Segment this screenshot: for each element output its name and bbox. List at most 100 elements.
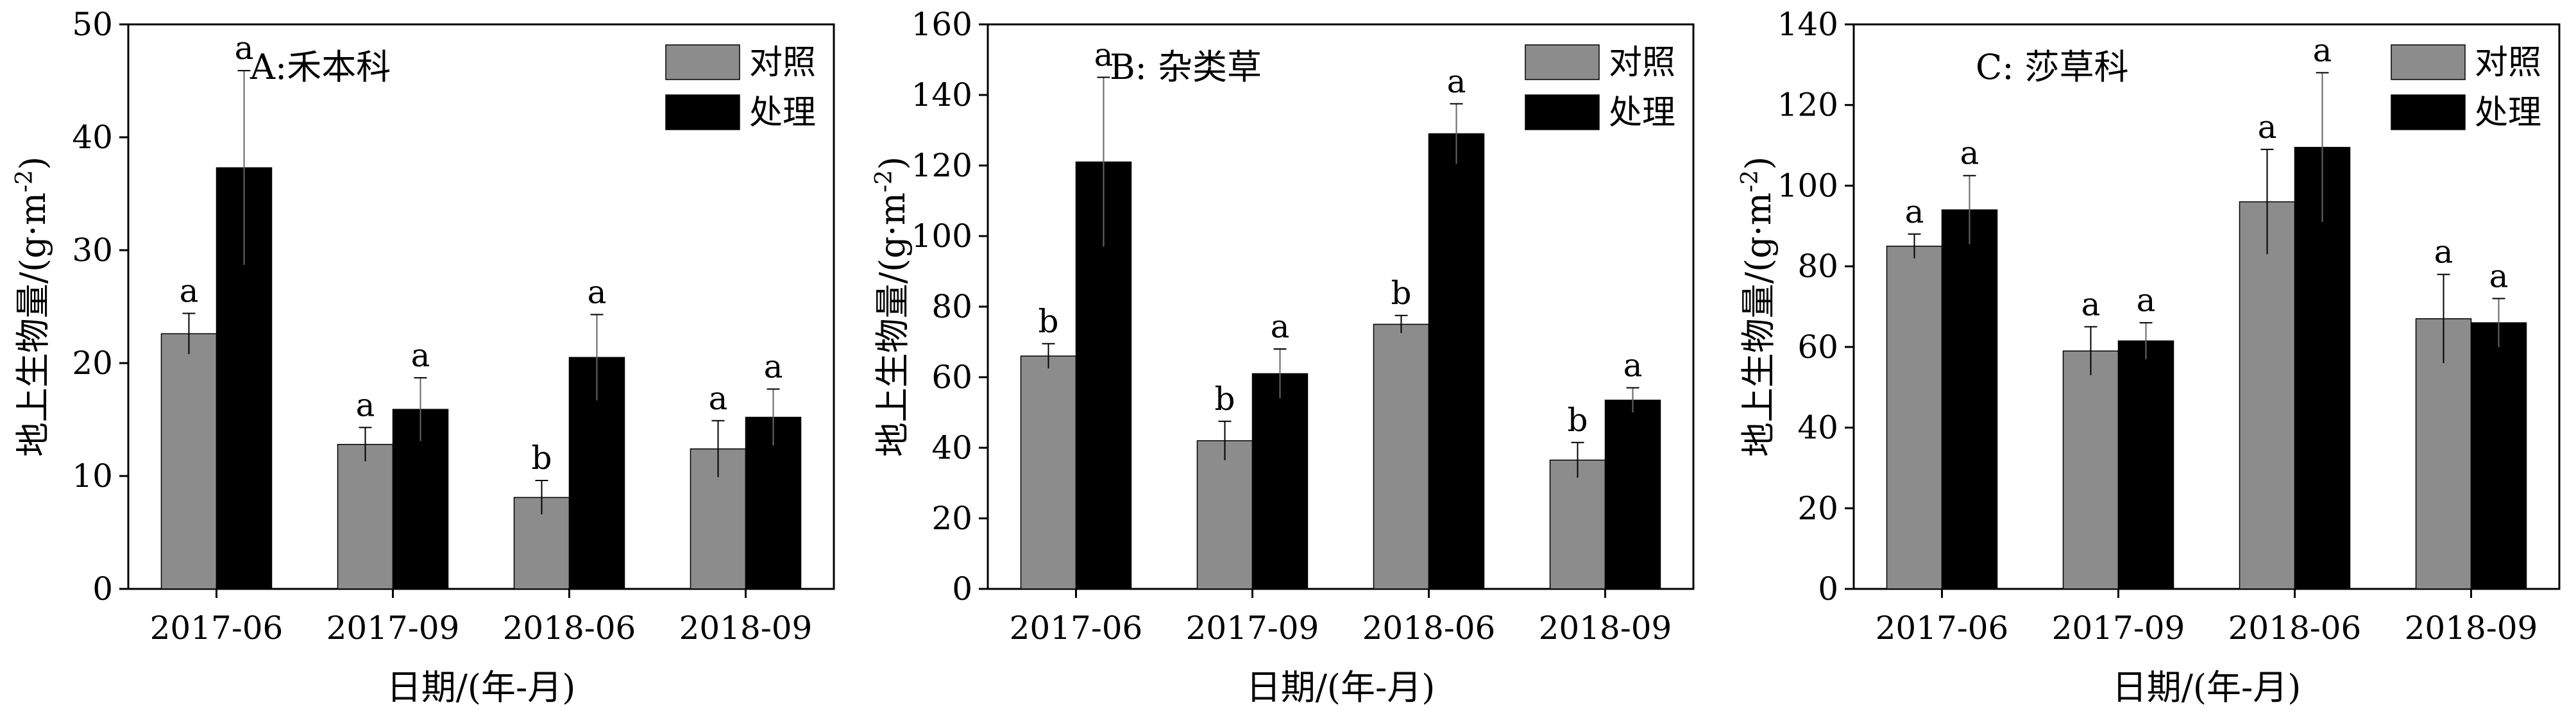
significance-letter: a: [2137, 282, 2156, 319]
bar-treatment: [2117, 340, 2174, 590]
y-axis-title-sup: -2: [871, 170, 897, 192]
significance-letter: a: [709, 380, 728, 417]
legend-label: 处理: [2475, 94, 2541, 132]
y-axis-title: 地上生物量/(g·m-2): [1737, 157, 1779, 457]
bar-control: [337, 443, 394, 590]
panel-label: A:禾本科: [250, 47, 391, 87]
significance-letter: a: [1447, 63, 1466, 100]
y-axis-title-main: 地上生物量/(g·m: [1738, 192, 1779, 457]
y-tick-label: 40: [72, 119, 113, 156]
x-axis-title: 日期/(年-月): [1246, 667, 1436, 708]
x-tick-label: 2018-09: [1539, 609, 1672, 647]
bar-control: [2062, 350, 2119, 590]
x-axis-title: 日期/(年-月): [387, 667, 576, 708]
significance-letter: a: [1094, 37, 1114, 74]
y-axis-title: 地上生物量/(g·m-2): [12, 157, 53, 457]
bar-treatment: [2470, 322, 2527, 590]
x-tick-label: 2018-09: [679, 609, 813, 647]
legend-label: 对照: [1609, 44, 1675, 82]
y-tick-label: 40: [931, 429, 972, 466]
significance-letter: a: [588, 273, 607, 310]
x-tick-label: 2017-09: [2052, 609, 2185, 647]
significance-letter: a: [764, 348, 783, 385]
y-tick-label: 100: [1777, 167, 1838, 204]
significance-letter: a: [2258, 108, 2277, 146]
significance-letter: a: [1960, 135, 1979, 172]
significance-letter: a: [2081, 285, 2101, 323]
legend-label: 对照: [2475, 44, 2541, 82]
y-tick-label: 20: [72, 344, 113, 382]
bar-control: [2415, 318, 2472, 590]
significance-letter: b: [1567, 402, 1588, 439]
legend-swatch-treatment: [1525, 94, 1600, 130]
bar-control: [2239, 201, 2296, 590]
chart-panel-2: 0204060801001201401602017-06ba2017-09ba2…: [871, 6, 1695, 708]
bar-treatment: [1251, 373, 1309, 590]
legend-swatch-treatment: [665, 94, 740, 130]
x-tick-label: 2017-09: [326, 609, 460, 647]
bar-control: [1196, 440, 1253, 590]
legend-swatch-control: [2391, 44, 2466, 80]
y-axis-title-main: 地上生物量/(g·m: [872, 192, 913, 457]
y-tick-label: 50: [72, 6, 113, 43]
legend-label: 处理: [1609, 94, 1675, 132]
x-tick-label: 2018-06: [1362, 609, 1496, 647]
y-axis-title-sup: -2: [12, 170, 38, 192]
significance-letter: a: [356, 386, 375, 423]
y-tick-label: 120: [911, 147, 972, 184]
significance-letter: a: [2313, 31, 2332, 69]
significance-letter: a: [411, 337, 430, 374]
bar-control: [1549, 459, 1606, 590]
y-tick-label: 60: [931, 359, 972, 396]
y-tick-label: 100: [911, 217, 972, 255]
x-tick-label: 2017-06: [1876, 609, 2009, 647]
significance-letter: a: [1623, 347, 1643, 384]
bar-treatment: [745, 416, 802, 590]
significance-letter: a: [235, 30, 254, 67]
x-axis-title: 日期/(年-月): [2112, 667, 2301, 708]
significance-letter: b: [1391, 275, 1411, 312]
y-tick-label: 20: [931, 500, 972, 537]
y-axis-title-main: 地上生物量/(g·m: [13, 192, 53, 457]
significance-letter: a: [1905, 193, 1924, 230]
y-axis-title-close: ): [872, 157, 913, 170]
significance-letter: a: [2489, 257, 2509, 294]
significance-letter: a: [1271, 308, 1290, 345]
legend-swatch-treatment: [2391, 94, 2466, 130]
bar-treatment: [1428, 133, 1485, 590]
chart-panel-1: 010203040502017-06aa2017-09aa2018-06ba20…: [12, 6, 835, 708]
y-tick-label: 10: [72, 457, 113, 495]
legend-label: 对照: [749, 44, 816, 82]
significance-letter: a: [2434, 234, 2453, 271]
y-tick-label: 40: [1797, 409, 1838, 446]
y-tick-label: 20: [1797, 489, 1838, 527]
bar-control: [1373, 323, 1430, 590]
plot-frame: [127, 23, 835, 590]
y-axis-title-close: ): [13, 157, 53, 170]
x-tick-label: 2018-09: [2405, 609, 2538, 647]
y-tick-label: 0: [92, 570, 113, 608]
bar-treatment: [1604, 400, 1661, 590]
y-tick-label: 30: [72, 232, 113, 269]
y-axis-title-sup: -2: [1737, 170, 1763, 192]
y-tick-label: 0: [952, 570, 972, 608]
y-axis-title-close: ): [1738, 157, 1779, 170]
significance-letter: a: [180, 273, 199, 310]
bar-treatment: [1941, 209, 1998, 590]
legend-swatch-control: [1525, 44, 1600, 80]
x-tick-label: 2017-09: [1186, 609, 1319, 647]
bar-control: [1886, 245, 1943, 590]
x-tick-label: 2018-06: [503, 609, 636, 647]
plot-frame: [1852, 23, 2561, 590]
panel-label: C: 莎草科: [1976, 47, 2129, 87]
y-tick-label: 80: [1797, 248, 1838, 285]
y-tick-label: 80: [931, 288, 972, 325]
y-tick-label: 0: [1818, 570, 1838, 608]
panel-label: B: 杂类草: [1110, 47, 1262, 87]
x-tick-label: 2017-06: [150, 609, 284, 647]
y-tick-label: 160: [911, 6, 972, 43]
significance-letter: b: [531, 439, 552, 477]
y-tick-label: 120: [1777, 87, 1838, 124]
